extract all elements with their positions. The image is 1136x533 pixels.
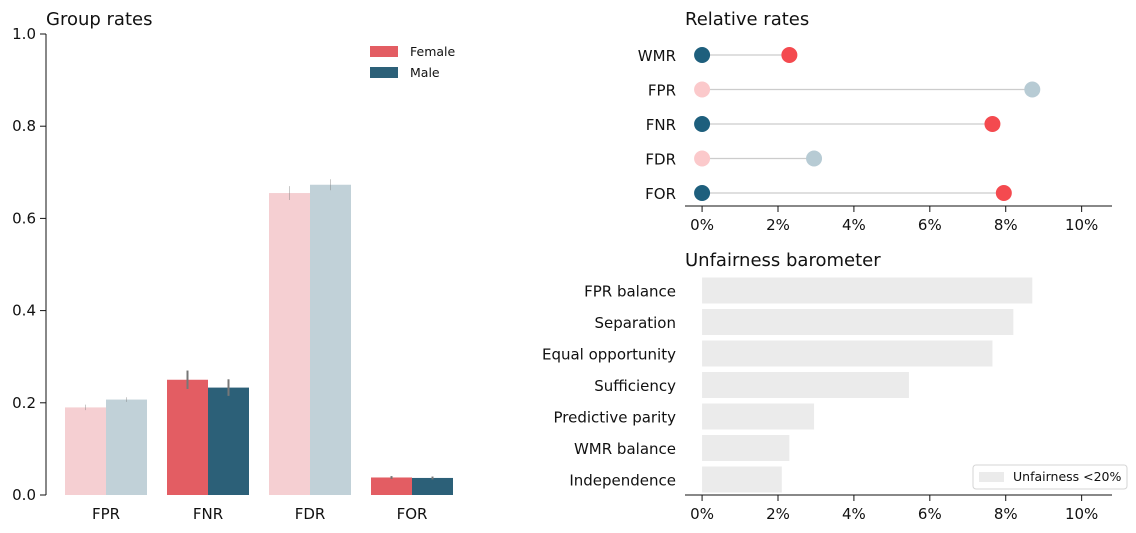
legend-swatch-female <box>370 46 398 57</box>
barometer-label-fpr-balance: FPR balance <box>584 283 676 301</box>
y-tick-label: 0.6 <box>12 209 36 227</box>
bar-male-for <box>412 477 453 495</box>
bar-female-fnr <box>167 379 208 495</box>
unfairness-barometer-chart: Unfairness barometer FPR balance Separati… <box>542 250 1128 523</box>
point-low-fdr <box>694 150 711 167</box>
unfairness-barometer-axes: FPR balance Separation Equal opportunity Su… <box>542 283 1112 523</box>
barometer-bar-separation <box>702 309 1014 335</box>
x-tick-label: 2% <box>766 216 790 234</box>
unfairness-barometer-legend: Unfairness <20% <box>972 464 1128 490</box>
y-tick-label: 0.2 <box>12 394 36 412</box>
legend-label-male: Male <box>410 65 440 80</box>
x-tick-label: 2% <box>766 505 790 523</box>
y-tick-label: 0.8 <box>12 117 36 135</box>
legend-label-female: Female <box>410 44 456 59</box>
barometer-bar-equal-opportunity <box>702 340 993 367</box>
x-tick-label: 10% <box>1065 505 1098 523</box>
barometer-bar-sufficiency <box>702 372 909 398</box>
x-tick-label: 0% <box>690 216 714 234</box>
barometer-label-independence: Independence <box>569 472 676 490</box>
barometer-label-wmr-balance: WMR balance <box>574 440 676 458</box>
group-rates-bars <box>65 179 453 496</box>
point-low-wmr <box>694 47 711 63</box>
row-label-fnr: FNR <box>646 116 676 134</box>
barometer-label-separation: Separation <box>594 314 676 332</box>
barometer-legend-label: Unfairness <20% <box>1013 469 1122 484</box>
row-label-for: FOR <box>645 185 676 203</box>
row-label-fdr: FDR <box>645 151 676 169</box>
x-tick-label: 6% <box>918 505 942 523</box>
y-tick-label: 0.4 <box>12 302 36 320</box>
group-rates-legend: Female Male <box>370 44 456 80</box>
relative-rates-marks <box>694 47 1041 201</box>
y-tick-label: 0.0 <box>12 486 36 504</box>
barometer-label-predictive-parity: Predictive parity <box>553 409 676 427</box>
barometer-legend-swatch <box>979 472 1004 482</box>
point-high-wmr <box>781 47 798 63</box>
row-label-fpr: FPR <box>648 82 676 100</box>
legend-swatch-male <box>370 67 398 78</box>
row-label-wmr: WMR <box>638 47 676 65</box>
x-tick-label: 8% <box>994 505 1018 523</box>
group-rates-axes: 0.0 0.2 0.4 0.6 0.8 1.0 FPR FNR FDR FOR <box>12 25 427 523</box>
bar-female-fdr <box>269 193 310 496</box>
bar-male-fpr <box>106 399 147 495</box>
point-low-for <box>694 185 711 201</box>
x-tick-label: 8% <box>994 216 1018 234</box>
barometer-label-equal-opportunity: Equal opportunity <box>542 346 676 364</box>
point-high-fpr <box>1024 81 1041 98</box>
x-tick-label: 4% <box>842 505 866 523</box>
bar-male-fnr <box>208 387 249 495</box>
x-tick-label: 6% <box>918 216 942 234</box>
point-high-fdr <box>806 150 823 167</box>
relative-rates-axes: 0% 2% 4% 6% 8% 10% WMR FPR FNR FDR FOR <box>638 47 1112 234</box>
point-low-fpr <box>694 81 711 98</box>
bar-male-fdr <box>310 184 351 495</box>
x-tick-label: 4% <box>842 216 866 234</box>
bar-female-fpr <box>65 407 106 495</box>
point-high-for <box>995 185 1012 201</box>
x-tick-label-for: FOR <box>397 505 428 523</box>
unfairness-barometer-title: Unfairness barometer <box>685 250 881 271</box>
x-tick-label-fdr: FDR <box>295 505 326 523</box>
point-low-fnr <box>694 116 711 132</box>
y-tick-label: 1.0 <box>12 25 36 43</box>
x-tick-label-fpr: FPR <box>92 505 120 523</box>
x-tick-label-fnr: FNR <box>193 505 223 523</box>
relative-rates-title: Relative rates <box>685 9 809 30</box>
unfairness-barometer-bars <box>702 277 1033 493</box>
barometer-bar-fpr-balance <box>702 277 1033 304</box>
barometer-bar-independence <box>702 466 782 493</box>
group-rates-chart: Group rates 0.0 0.2 0.4 0.6 0.8 1.0 FPR FNR FDR F… <box>12 9 455 523</box>
bar-female-for <box>371 477 412 495</box>
barometer-legend-box <box>972 464 1128 490</box>
point-high-fnr <box>984 116 1001 132</box>
barometer-bar-wmr-balance <box>702 435 790 461</box>
x-tick-label: 0% <box>690 505 714 523</box>
x-tick-label: 10% <box>1065 216 1098 234</box>
barometer-label-sufficiency: Sufficiency <box>594 377 676 395</box>
relative-rates-chart: Relative rates 0% 2% 4% 6% 8% 10% WMR FPR FNR FDR… <box>638 9 1112 234</box>
barometer-bar-predictive-parity <box>702 403 815 430</box>
group-rates-title: Group rates <box>46 9 152 30</box>
